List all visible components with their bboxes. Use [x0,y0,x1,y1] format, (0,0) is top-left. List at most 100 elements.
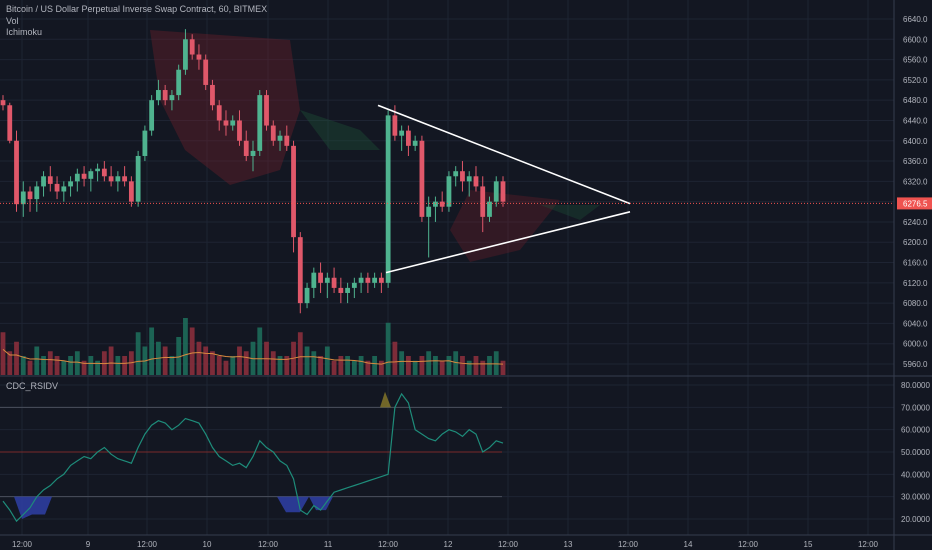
rsi-axis-label: 50.0000 [901,448,930,457]
candle-body [196,54,202,60]
candle-body [270,125,276,141]
triangle-lower-line [385,211,631,274]
time-axis-label: 12 [444,540,453,549]
volume-ma-line [2,348,504,365]
volume-bar [149,327,155,375]
candle-body [162,90,168,101]
candle-body [426,206,432,217]
volume-legend[interactable]: Vol [6,16,19,26]
volume-bar [189,327,195,375]
volume-bar [297,332,303,375]
volume-bar [392,341,398,375]
candle-body [264,95,269,126]
rsi-axis-label: 70.0000 [901,403,930,412]
candle-body [324,277,330,283]
time-axis-label: 14 [684,540,693,549]
candle-body [74,173,80,182]
candle-body [406,130,411,146]
candle-body [500,181,506,202]
candle-body [0,100,6,106]
price-axis-label: 6440.0 [903,116,928,125]
volume-bar [74,351,80,375]
volume-bar [14,341,19,375]
volume-bar [237,346,242,375]
candle-body [466,176,472,182]
candle-body [257,95,263,151]
volume-bar [176,337,182,375]
rsi-axis-label: 20.0000 [901,515,930,524]
candle-body [365,277,371,283]
time-axis-label: 12:00 [738,540,759,549]
price-axis-label: 6400.0 [903,137,928,146]
time-axis-label: 9 [86,540,91,549]
volume-bar [88,356,94,375]
price-axis-label: 6040.0 [903,319,928,328]
rsi-legend[interactable]: CDC_RSIDV [6,381,59,391]
volume-bar [426,351,432,375]
candle-body [453,171,459,177]
volume-bar [372,356,378,375]
price-axis-label: 6080.0 [903,299,928,308]
candle-body [81,173,87,179]
time-axis-label: 13 [564,540,573,549]
candle-body [210,84,215,106]
candle-body [88,171,94,179]
volume-bar [108,346,114,375]
volume-bar [399,351,405,375]
price-axis[interactable]: 6640.0 6600.0 6560.0 6520.0 6480.0 6440.0 6400… [897,15,932,369]
candle-body [399,130,405,136]
candle-body [115,176,121,182]
time-axis[interactable]: 12:00 9 12:00 10 12:00 11 12:00 12 12:00 13 12:00 1… [12,540,879,549]
volume-bar [345,356,350,375]
ichimoku-cloud [150,30,600,262]
rsi-axis-label: 40.0000 [901,470,930,479]
candle-body [412,140,418,146]
time-axis-label: 12:00 [858,540,879,549]
candle-body [27,191,33,200]
candle-body [216,105,222,121]
candle-body [176,69,182,96]
candle-body [358,277,364,283]
price-axis-label: 6520.0 [903,76,928,85]
candle-body [338,287,344,293]
rsi-oversold-fill [0,496,52,519]
candle-body [68,181,73,187]
volume-bar [284,356,290,375]
ichimoku-legend[interactable]: Ichimoku [6,27,43,37]
volume-bar [365,360,371,375]
volume-bar [216,356,222,375]
cloud-bearish [450,190,560,262]
current-price-label: 6276.5 [903,199,928,208]
price-axis-label: 6640.0 [903,15,928,24]
volume-bar [358,356,364,375]
volume-bar [68,356,73,375]
volume-bar [270,351,276,375]
candle-body [291,145,296,238]
volume-bar [311,351,317,375]
candle-body [378,277,384,283]
price-axis-label: 6360.0 [903,157,928,166]
candle-body [446,176,452,207]
volume-bar [81,360,87,375]
candle-body [460,171,465,182]
volume-bar [473,356,479,375]
candle-body [277,135,283,141]
candle-body [250,150,256,156]
cloud-bearish [150,30,300,185]
volume-bar [34,346,40,375]
triangle-drawing[interactable] [377,104,631,274]
candle-body [7,105,13,141]
volume-bar [210,351,215,375]
rsi-axis[interactable]: 80.0000 70.0000 60.0000 50.0000 40.0000 30.00… [901,381,930,524]
candle-body [183,39,188,70]
candle-body [487,201,492,217]
candle-body [203,59,209,85]
candle-body [230,120,236,126]
candle-body [372,277,378,283]
volume-bar [500,360,506,375]
symbol-legend[interactable]: Bitcoin / US Dollar Perpetual Inverse Sw… [6,4,268,14]
volume-bar [338,356,344,375]
cloud-bullish [300,110,380,150]
time-axis-label: 15 [804,540,813,549]
